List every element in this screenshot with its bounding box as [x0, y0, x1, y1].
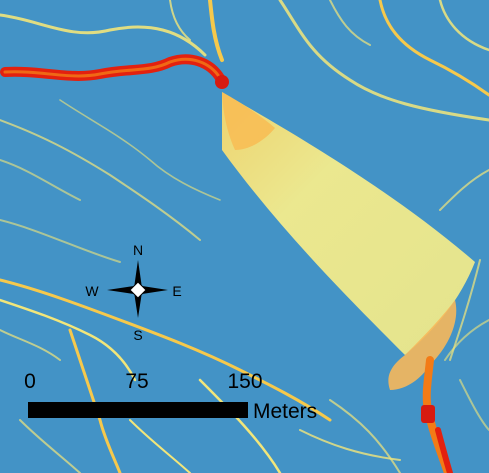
channel	[444, 319, 489, 361]
channel	[0, 159, 81, 201]
channel	[329, 0, 371, 46]
channel	[19, 419, 81, 473]
scale-tick-label: 75	[125, 370, 148, 393]
channel	[459, 379, 489, 431]
channel	[68, 328, 122, 473]
alluvial-fan	[222, 92, 475, 355]
scale-units-label: Meters	[253, 400, 317, 423]
channel	[438, 0, 489, 52]
river-outlet	[215, 75, 229, 89]
compass-west-label: W	[85, 283, 99, 299]
compass-north-label: N	[133, 242, 143, 258]
fan-apex	[222, 92, 275, 150]
channel	[0, 298, 137, 382]
channel	[0, 329, 61, 361]
channel	[0, 278, 332, 422]
compass-west-arrow	[107, 286, 134, 294]
main-river-core	[3, 57, 222, 80]
fan-toe	[388, 300, 457, 390]
channel	[208, 0, 224, 62]
compass-south-label: S	[133, 327, 142, 343]
channel	[378, 0, 489, 97]
scale-bar: 0 75 150 Meters	[24, 370, 317, 423]
channel	[439, 169, 489, 211]
compass-south-arrow	[134, 292, 142, 318]
outlet-river-channel	[435, 427, 453, 473]
scale-tick-label: 150	[227, 370, 262, 393]
channel	[169, 0, 191, 41]
scale-tick-label: 0	[24, 370, 36, 393]
channel	[0, 13, 207, 57]
compass-east-arrow	[142, 286, 168, 294]
channel	[329, 399, 401, 473]
channel	[129, 419, 191, 473]
channel	[0, 119, 201, 241]
channel	[59, 99, 221, 201]
channel	[198, 378, 282, 473]
channel	[0, 219, 121, 263]
scale-bar-rule	[28, 402, 248, 418]
compass-center	[129, 281, 147, 299]
compass-rose-icon: N S W E	[85, 242, 181, 343]
outlet-river-pool	[421, 405, 435, 423]
compass-north-arrow	[134, 260, 142, 288]
compass-east-label: E	[172, 283, 181, 299]
channel	[299, 429, 401, 461]
channel	[278, 0, 489, 122]
